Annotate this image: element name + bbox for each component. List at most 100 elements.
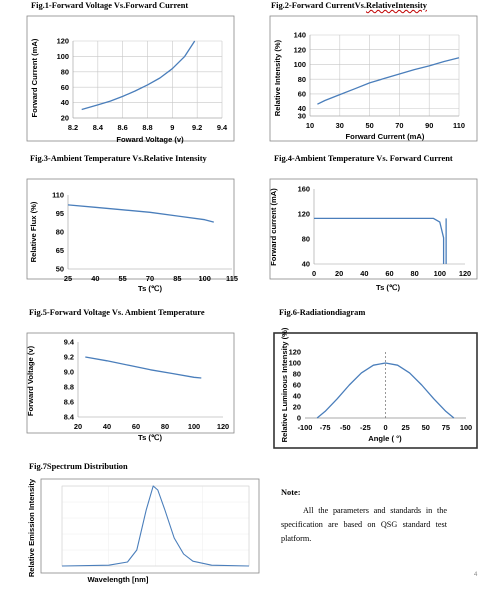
fig6-ytick-label: 100 — [289, 359, 301, 368]
fig1-ytick-label: 80 — [61, 67, 69, 76]
fig4-series-line — [314, 217, 445, 264]
fig5-xtick-label: 80 — [161, 422, 169, 431]
fig2-ytick-label: 120 — [294, 45, 306, 54]
fig5-frame — [26, 332, 235, 434]
fig6-ytick-label: 40 — [293, 392, 301, 401]
fig5-ytick-label: 9.0 — [64, 368, 74, 377]
fig1-xtick-label: 9.2 — [192, 123, 202, 132]
fig6-xtick-label: 100 — [460, 423, 472, 432]
note-body: All the parameters and standards in the … — [281, 506, 447, 543]
fig7-plot-border — [61, 485, 250, 567]
fig6-y-axis-title: Relative Luminous Intensity (%) — [280, 327, 289, 442]
fig2-ytick-label: 80 — [298, 75, 306, 84]
fig4-ytick-label: 160 — [298, 185, 310, 194]
fig2-ytick-label: 40 — [298, 104, 306, 113]
fig4-xtick-label: 100 — [434, 269, 446, 278]
fig3-xtick-label: 55 — [119, 274, 127, 283]
fig4-xtick-label: 120 — [459, 269, 471, 278]
fig4-xtick-label: 80 — [411, 269, 419, 278]
fig5-ytick-label: 9.2 — [64, 353, 74, 362]
fig6-ytick-label: 0 — [297, 414, 301, 423]
fig5-series-line — [85, 356, 202, 379]
fig4-caption: Fig.4-Ambient Temperature Vs. Forward Cu… — [274, 154, 453, 163]
fig3-series-line — [67, 204, 214, 223]
fig2-caption-tail: RelativeIntensity — [365, 1, 427, 10]
fig7-y-axis-title: Relative Emission Intensity — [27, 478, 36, 577]
fig4-ytick-label: 40 — [302, 260, 310, 269]
fig2-x-axis-title: Forward Current (mA) — [346, 132, 425, 141]
fig6-xtick-label: -50 — [340, 423, 351, 432]
fig1-y-axis-title: Forward Current (mA) — [30, 38, 39, 117]
fig5-caption: Fig.5-Forward Voltage Vs. Ambient Temper… — [29, 308, 205, 317]
fig6-xtick-label: 0 — [383, 423, 387, 432]
fig1-ytick-label: 40 — [61, 98, 69, 107]
fig3-ytick-label: 110 — [52, 191, 64, 200]
fig2-ytick-label: 30 — [298, 112, 306, 121]
fig4-xtick-label: 60 — [385, 269, 393, 278]
fig2-y-axis-title: Relative Intensity (%) — [273, 39, 282, 116]
fig2-xtick-label: 50 — [365, 121, 373, 130]
fig2-ytick-label: 60 — [298, 90, 306, 99]
fig1-xtick-label: 8.6 — [118, 123, 128, 132]
fig5-x-axis-title: Ts (℃) — [138, 433, 162, 442]
fig1-frame — [26, 15, 235, 142]
fig7-series-line — [61, 485, 250, 567]
fig1-xtick-label: 9 — [170, 123, 174, 132]
fig5-xtick-label: 100 — [188, 422, 200, 431]
fig6-frame — [273, 332, 478, 449]
fig4-xtick-label: 40 — [360, 269, 368, 278]
fig6-ytick-label: 60 — [293, 381, 301, 390]
fig3-frame — [26, 178, 235, 280]
fig1-ytick-label: 100 — [57, 52, 69, 61]
fig3-ytick-label: 65 — [56, 246, 64, 255]
fig6-series-line — [316, 362, 455, 419]
fig6-xtick-label: -100 — [298, 423, 313, 432]
fig2-xtick-label: 30 — [336, 121, 344, 130]
fig2-ytick-label: 140 — [294, 31, 306, 40]
fig1-ytick-label: 120 — [57, 37, 69, 46]
fig3-ytick-label: 50 — [56, 265, 64, 274]
fig3-caption: Fig.3-Ambient Temperature Vs.Relative In… — [30, 154, 207, 163]
fig1-x-axis-title: Foward Voltage (v) — [116, 135, 184, 144]
fig2-caption: Fig.2-Forward CurrentVs.RelativeIntensit… — [271, 1, 427, 10]
fig5-ytick-label: 8.4 — [64, 413, 75, 422]
fig4-frame — [269, 178, 478, 280]
fig6-caption: Fig.6-Radiationdiagram — [279, 308, 366, 317]
fig1-caption: Fig.1-Forward Voltage Vs.Forward Current — [31, 1, 189, 10]
fig4-ytick-label: 120 — [298, 210, 310, 219]
fig4-y-axis-title: Forward current (mA) — [269, 188, 278, 266]
fig6-xtick-label: 75 — [442, 423, 450, 432]
fig2-series-line — [317, 57, 460, 105]
fig1-xtick-label: 8.4 — [93, 123, 104, 132]
fig6-xtick-label: -75 — [320, 423, 331, 432]
fig1-xtick-label: 8.2 — [68, 123, 78, 132]
fig1-ytick-label: 60 — [61, 83, 69, 92]
fig6-xtick-label: -25 — [360, 423, 371, 432]
fig5-xtick-label: 40 — [103, 422, 111, 431]
fig6-ytick-label: 120 — [289, 348, 301, 357]
fig7-caption: Fig.7Spectrum Distribution — [29, 462, 128, 471]
fig5-ytick-label: 8.8 — [64, 383, 74, 392]
fig1-xtick-label: 9.4 — [217, 123, 228, 132]
fig5-ytick-label: 9.4 — [64, 338, 75, 347]
fig2-xtick-label: 10 — [306, 121, 314, 130]
fig2-xtick-label: 70 — [395, 121, 403, 130]
fig1-xtick-label: 8.8 — [142, 123, 152, 132]
fig5-ytick-label: 8.6 — [64, 398, 74, 407]
fig7-frame — [40, 478, 260, 574]
fig3-xtick-label: 85 — [173, 274, 181, 283]
fig3-xtick-label: 115 — [226, 274, 238, 283]
fig1-ytick-label: 20 — [61, 114, 69, 123]
fig4-xtick-label: 0 — [312, 269, 316, 278]
fig2-xtick-label: 90 — [425, 121, 433, 130]
fig3-ytick-label: 80 — [56, 228, 64, 237]
fig7-x-axis-title: Wavelength [nm] — [88, 575, 149, 584]
fig5-y-axis-title: Forward Voltage (v) — [26, 345, 35, 416]
fig3-xtick-label: 70 — [146, 274, 154, 283]
fig3-xtick-label: 40 — [91, 274, 99, 283]
page-number: 4 — [474, 572, 478, 578]
fig1-series-line — [81, 40, 196, 111]
fig2-xtick-label: 110 — [453, 121, 465, 130]
fig6-xtick-label: 50 — [422, 423, 430, 432]
